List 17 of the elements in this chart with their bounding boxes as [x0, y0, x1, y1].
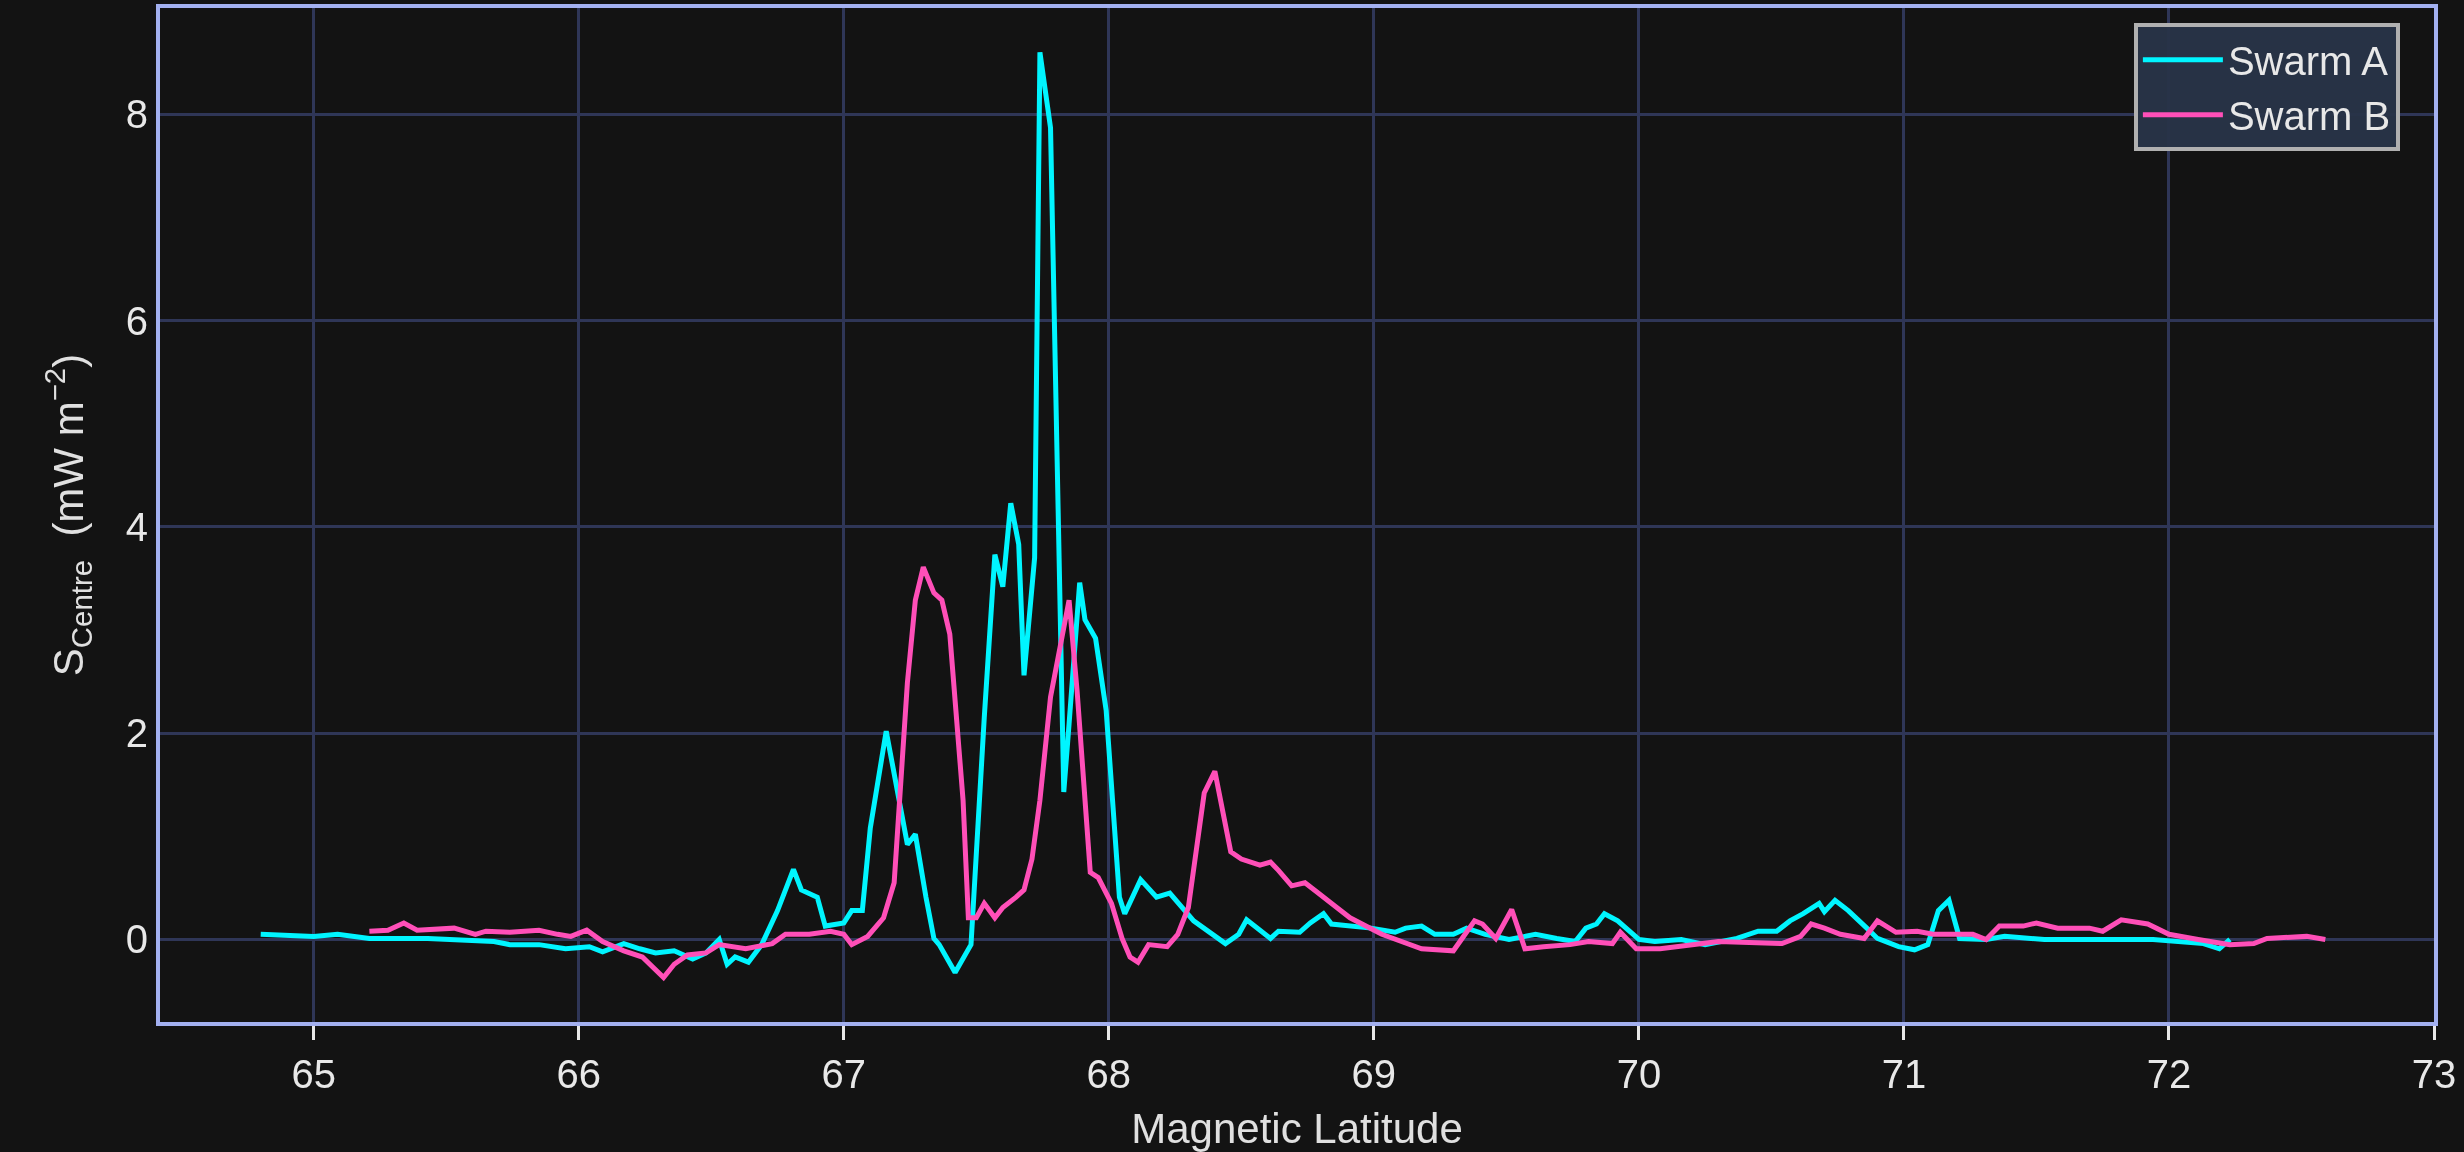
y-tick-label: 8	[125, 92, 148, 137]
x-tick-label: 73	[2411, 1052, 2457, 1096]
legend-label: Swarm B	[2227, 94, 2391, 139]
x-tick-label: 67	[821, 1052, 867, 1096]
x-tick-label: 66	[556, 1052, 602, 1096]
x-tick-label: 68	[1086, 1052, 1132, 1096]
x-tick-label: 65	[291, 1052, 336, 1096]
x-tick-label: 72	[2146, 1052, 2192, 1096]
y-tick-label: 0	[125, 917, 148, 962]
y-tick-label: 2	[125, 711, 148, 756]
x-tick-label: 70	[1616, 1052, 1662, 1096]
x-tick-label: 69	[1351, 1052, 1397, 1096]
x-axis-title: Magnetic Latitude	[1131, 1105, 1463, 1152]
y-tick-label: 6	[125, 298, 148, 343]
y-tick-label: 4	[125, 504, 148, 549]
legend-label: Swarm A	[2227, 39, 2389, 84]
x-tick-label: 71	[1881, 1052, 1927, 1096]
